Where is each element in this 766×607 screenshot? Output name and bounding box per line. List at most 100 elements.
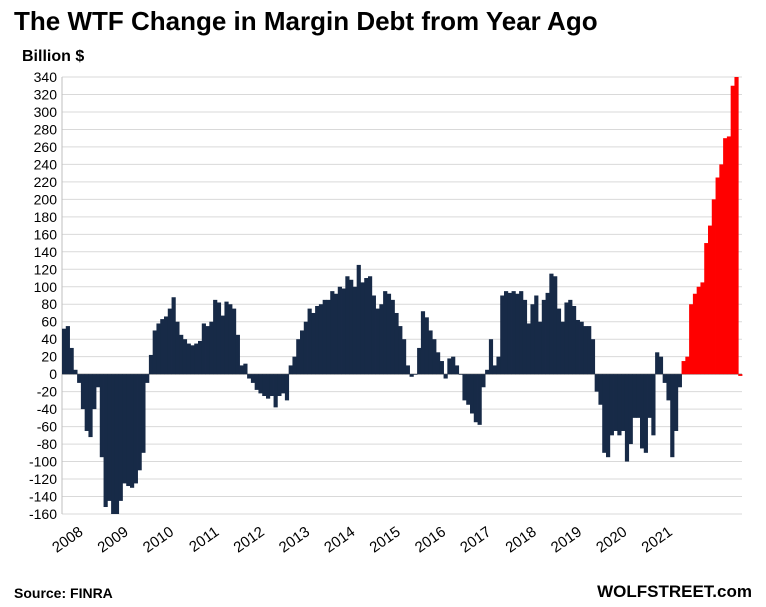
bar	[247, 374, 252, 379]
bar	[205, 326, 210, 375]
y-axis-ticks: 3403203002802602402202001801601401201008…	[29, 69, 57, 522]
bar	[334, 293, 339, 375]
bar	[284, 374, 290, 401]
bar	[92, 374, 97, 410]
bar	[685, 356, 690, 375]
bar	[462, 374, 467, 401]
y-tick-label: 320	[34, 86, 58, 102]
bar	[148, 354, 154, 375]
bar	[692, 293, 698, 375]
bar	[658, 356, 664, 375]
x-tick-label: 2018	[503, 523, 540, 556]
bar	[496, 356, 501, 375]
bar	[734, 77, 739, 375]
bar	[141, 374, 146, 453]
bar	[526, 323, 531, 375]
bar	[307, 308, 312, 375]
bar	[107, 374, 112, 501]
bar	[470, 374, 475, 414]
bar	[368, 276, 373, 375]
bar	[726, 136, 732, 375]
bar	[254, 374, 259, 390]
bar	[715, 177, 720, 375]
bar	[145, 374, 150, 383]
bar	[62, 328, 67, 375]
y-tick-label: 0	[49, 366, 57, 382]
bar	[458, 374, 463, 375]
bar	[681, 361, 686, 375]
bar	[677, 374, 682, 388]
bar	[424, 317, 429, 375]
y-tick-label: 280	[34, 121, 58, 137]
y-tick-label: -100	[29, 454, 57, 470]
bar	[708, 225, 713, 375]
y-tick-label: -40	[37, 401, 57, 417]
x-tick-label: 2011	[186, 523, 222, 555]
y-tick-label: 100	[34, 279, 58, 295]
bar	[636, 374, 641, 418]
bar	[171, 297, 176, 375]
bar	[133, 374, 138, 484]
bar	[337, 286, 342, 375]
bar	[598, 374, 603, 405]
bar	[696, 286, 701, 375]
bar	[250, 374, 256, 383]
bar	[700, 282, 705, 375]
bar	[292, 356, 297, 375]
bar	[345, 276, 350, 375]
bar	[326, 299, 331, 375]
bar	[617, 374, 622, 436]
bar	[647, 374, 652, 418]
y-axis-unit-label: Billion $	[22, 48, 85, 65]
bar	[719, 164, 724, 375]
bar	[194, 343, 199, 375]
bar	[575, 319, 580, 375]
bar	[443, 374, 448, 379]
bar	[519, 291, 524, 375]
y-tick-label: 180	[34, 209, 58, 225]
bar	[594, 374, 599, 392]
bar	[239, 365, 244, 375]
bar	[216, 302, 222, 375]
bar	[628, 374, 633, 445]
bar	[96, 374, 101, 388]
bar	[454, 365, 460, 375]
bar	[417, 347, 422, 375]
bar	[624, 374, 630, 462]
bar	[303, 321, 308, 375]
y-tick-label: 300	[34, 104, 58, 120]
x-tick-label: 2008	[49, 523, 86, 556]
bar	[232, 308, 237, 375]
bar	[587, 326, 592, 375]
bar	[409, 374, 414, 377]
bar	[213, 299, 218, 375]
y-tick-label: -80	[37, 436, 57, 452]
bar	[704, 243, 709, 375]
bar	[383, 291, 388, 375]
bar	[186, 343, 191, 375]
bar	[530, 304, 535, 375]
bar	[655, 352, 660, 375]
bar	[602, 374, 607, 453]
bar	[413, 374, 418, 375]
bar	[522, 299, 528, 375]
bar	[262, 374, 267, 397]
bar	[126, 374, 131, 487]
y-tick-label: -60	[37, 419, 57, 435]
bar	[390, 299, 395, 375]
bar	[198, 340, 203, 375]
bar	[723, 138, 728, 375]
bar	[666, 374, 671, 401]
x-tick-label: 2019	[548, 523, 585, 556]
bar	[538, 321, 543, 375]
bar	[269, 374, 274, 397]
bar	[352, 286, 358, 375]
bar	[738, 374, 743, 376]
bar	[80, 374, 86, 410]
y-tick-label: -140	[29, 489, 57, 505]
bar	[545, 292, 550, 375]
bar	[560, 321, 565, 375]
chart-title: The WTF Change in Margin Debt from Year …	[14, 6, 598, 36]
bar	[65, 326, 70, 375]
bar	[201, 323, 206, 375]
